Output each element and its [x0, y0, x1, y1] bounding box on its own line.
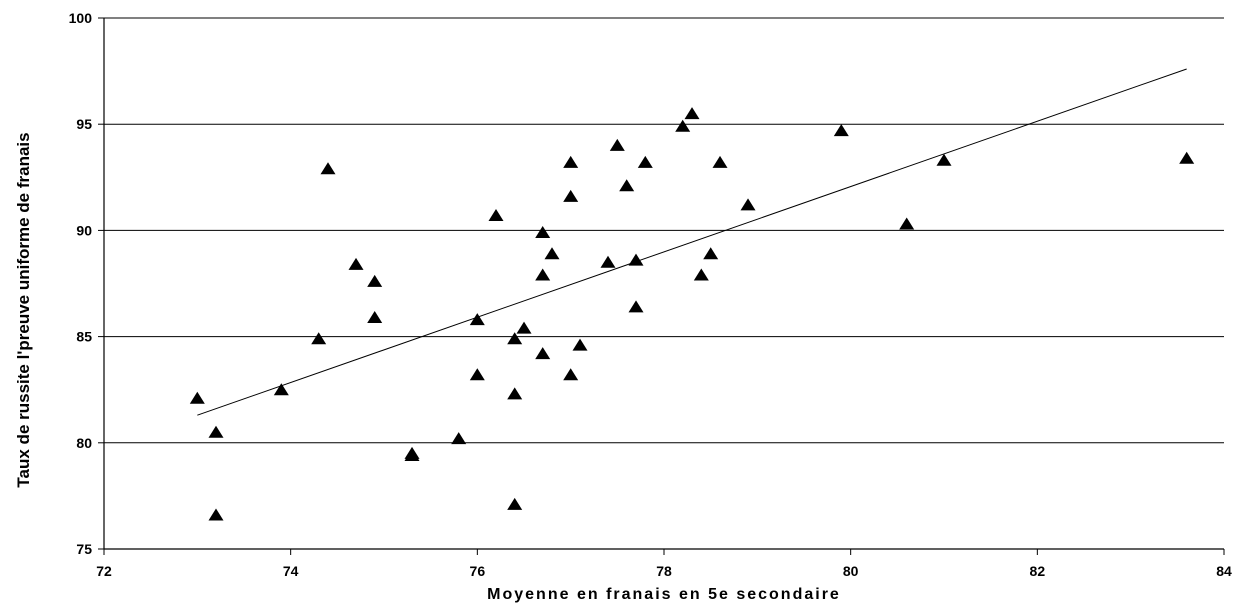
x-tick-label-5: 82: [1030, 563, 1046, 579]
data-point-23: [563, 155, 579, 168]
data-point-6: [348, 257, 364, 270]
data-point-36: [703, 247, 719, 260]
data-point-3: [273, 383, 289, 396]
data-point-41: [936, 153, 952, 166]
data-point-25: [563, 368, 579, 381]
data-point-18: [516, 321, 532, 334]
data-point-11: [451, 432, 467, 445]
data-point-31: [628, 300, 644, 313]
data-point-4: [311, 332, 327, 345]
x-tick-label-1: 74: [283, 563, 299, 579]
data-point-2: [208, 508, 224, 521]
data-point-5: [320, 162, 336, 175]
data-point-19: [535, 226, 551, 238]
data-point-42: [1179, 151, 1195, 164]
x-axis-ticks: 72 74 76 78 80 82 84: [96, 549, 1232, 579]
data-point-29: [619, 179, 635, 192]
y-tick-label-0: 75: [76, 541, 92, 557]
data-point-22: [544, 247, 560, 260]
y-tick-label-3: 90: [76, 222, 92, 238]
data-point-38: [740, 198, 756, 211]
data-point-0: [189, 391, 205, 404]
data-point-30: [628, 253, 644, 266]
data-point-17: [507, 497, 523, 510]
data-point-26: [572, 338, 588, 351]
trend-line: [197, 68, 1187, 416]
data-point-21: [535, 347, 551, 360]
data-point-27: [600, 255, 616, 268]
data-point-34: [684, 107, 700, 120]
y-tick-label-2: 85: [76, 329, 92, 345]
data-point-13: [469, 368, 485, 381]
data-point-15: [507, 332, 523, 345]
x-tick-label-2: 76: [470, 563, 486, 579]
data-point-35: [693, 268, 709, 281]
data-point-20: [535, 268, 551, 281]
x-axis-label: Moyenne en franais en 5e secondaire: [487, 586, 841, 603]
data-point-16: [507, 387, 523, 400]
x-tick-label-4: 80: [843, 563, 859, 579]
y-axis-label: Taux de russite l'preuve uniforme de fra…: [14, 132, 33, 487]
data-point-12: [469, 313, 485, 326]
data-point-39: [833, 124, 849, 137]
data-point-32: [637, 155, 653, 168]
data-point-1: [208, 425, 224, 438]
x-tick-label-6: 84: [1216, 563, 1232, 579]
data-point-40: [899, 217, 915, 230]
gridlines: [104, 17, 1224, 444]
y-axis-ticks: 75 80 85 90 95 100: [69, 10, 104, 557]
data-point-7: [367, 274, 383, 287]
data-point-24: [563, 189, 579, 202]
data-point-28: [609, 138, 625, 151]
y-tick-label-1: 80: [76, 435, 92, 451]
data-point-33: [675, 119, 691, 132]
data-points: [189, 107, 1195, 521]
x-tick-label-0: 72: [96, 563, 112, 579]
data-point-14: [488, 209, 504, 221]
x-tick-label-3: 78: [656, 563, 672, 579]
y-tick-label-4: 95: [76, 116, 92, 132]
y-tick-label-5: 100: [69, 10, 93, 26]
data-point-10: [404, 449, 420, 461]
data-point-37: [712, 155, 728, 168]
data-point-8: [367, 311, 383, 323]
